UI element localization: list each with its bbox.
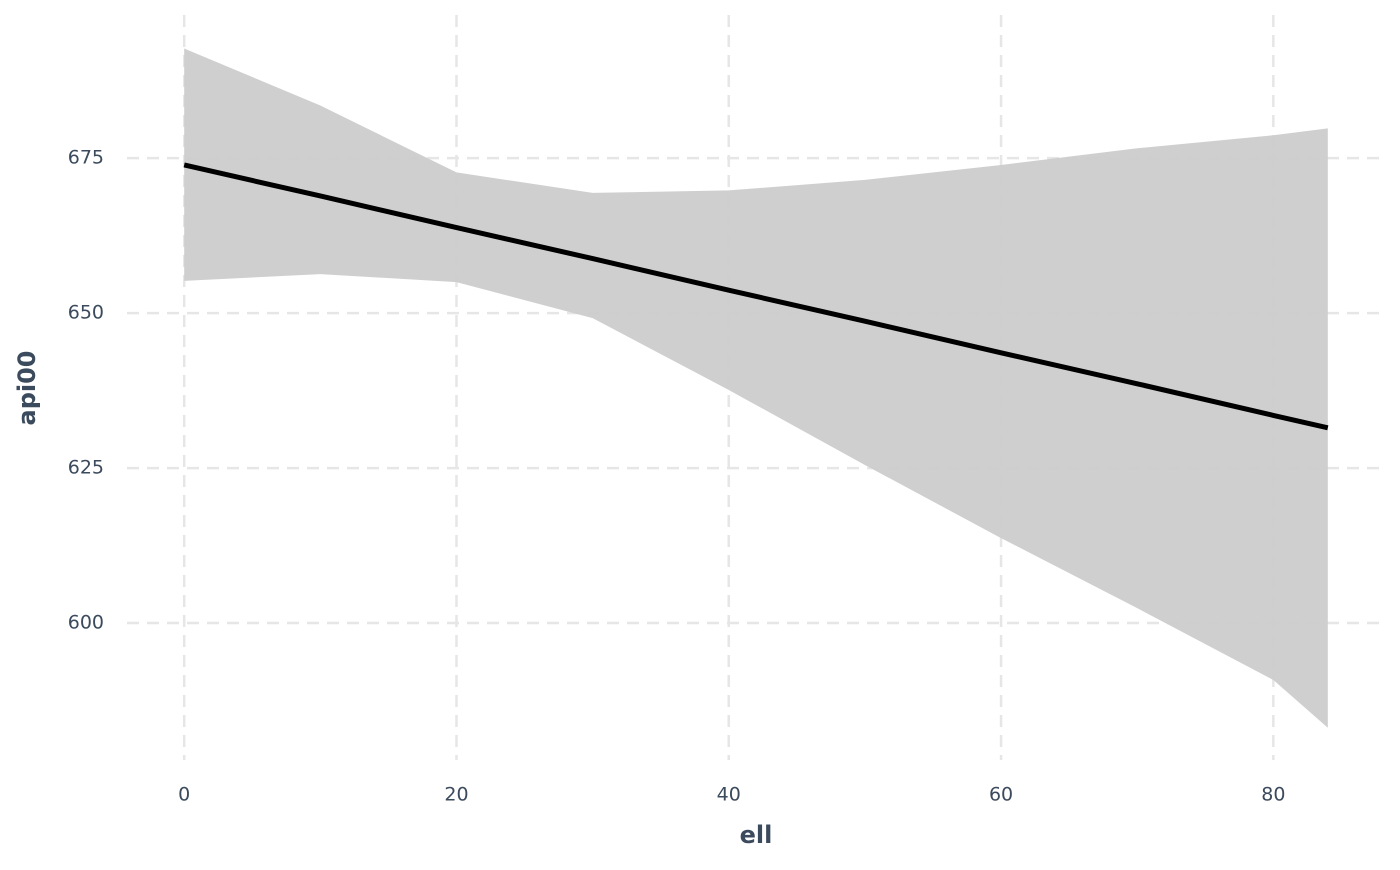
x-tick-label: 40 — [717, 784, 741, 806]
y-tick-label: 625 — [68, 457, 104, 479]
line — [183, 162, 1329, 431]
y-tick-label: 600 — [68, 612, 104, 634]
x-tick-label: 60 — [989, 784, 1013, 806]
x-tick-label: 20 — [444, 784, 468, 806]
y-axis-title: api00 — [13, 351, 41, 426]
x-tick-label: 80 — [1261, 784, 1285, 806]
y-tick-label: 675 — [68, 147, 104, 169]
x-axis-title: ell — [740, 821, 773, 849]
y-tick-label: 650 — [68, 302, 104, 324]
x-tick-label: 0 — [178, 784, 190, 806]
confidence-band — [184, 48, 1328, 728]
